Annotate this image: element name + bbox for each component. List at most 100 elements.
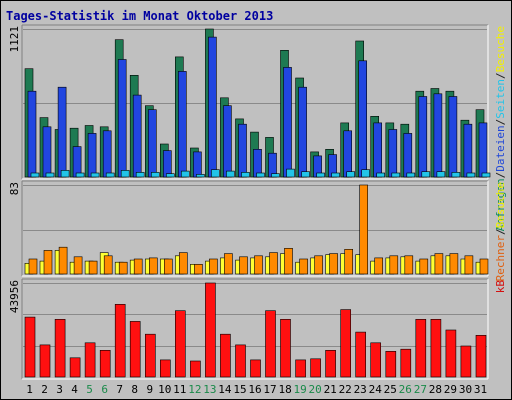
x-tick-day-14: 14 <box>218 383 232 396</box>
bar-rechner-day-12 <box>194 263 203 275</box>
legend-entry: / <box>494 172 507 179</box>
bar-dateien-day-8 <box>132 94 142 178</box>
bar-kb-day-10 <box>160 359 171 378</box>
x-tick-day-12: 12 <box>188 383 201 396</box>
bar-rechner-day-29 <box>449 253 459 275</box>
x-tick-day-4: 4 <box>71 383 78 396</box>
bar-rechner-day-19 <box>299 258 308 275</box>
bar-rechner-day-15 <box>239 256 248 275</box>
legend-entry: Rechner <box>494 235 507 282</box>
bar-dateien-day-4 <box>72 146 82 178</box>
bar-kb-day-25 <box>385 350 397 378</box>
bar-rechner-day-10 <box>164 258 173 275</box>
bar-rechner-day-28 <box>434 253 444 275</box>
bar-kb-day-9 <box>145 333 156 378</box>
bar-dateien-day-29 <box>448 96 458 178</box>
bar-dateien-day-13 <box>208 36 217 178</box>
x-tick-day-17: 17 <box>263 383 276 396</box>
bar-kb-day-13 <box>205 282 216 378</box>
x-tick-day-7: 7 <box>116 383 123 396</box>
bar-rechner-day-18 <box>284 248 293 275</box>
bar-kb-day-28 <box>430 318 442 378</box>
bar-dateien-day-6 <box>102 130 112 178</box>
bar-kb-day-1 <box>24 316 36 378</box>
bar-kb-day-29 <box>445 329 457 378</box>
bar-seiten-day-27 <box>421 171 431 178</box>
bar-seiten-day-21 <box>331 172 340 178</box>
bar-seiten-day-24 <box>376 172 386 178</box>
bar-kb-day-2 <box>39 344 51 378</box>
series-legend: Anfragen/Dateien/Seiten/Besuche <box>494 26 507 231</box>
bar-rechner-day-14 <box>224 253 233 275</box>
y-max-label: 83 <box>8 182 21 195</box>
bar-rechner-day-16 <box>254 255 263 275</box>
legend-entry: Besuche <box>494 26 507 72</box>
bar-kb-day-27 <box>415 318 427 378</box>
bar-seiten-day-3 <box>60 170 70 178</box>
bar-seiten-day-6 <box>105 172 115 178</box>
bar-rechner-day-20 <box>314 255 323 275</box>
bar-rechner-day-26 <box>404 255 414 275</box>
bar-rechner-day-9 <box>149 257 158 275</box>
series-legend: kB <box>494 280 507 294</box>
bar-kb-day-15 <box>235 344 246 378</box>
bar-seiten-day-11 <box>181 170 190 178</box>
x-tick-day-8: 8 <box>131 383 138 396</box>
legend-entry: kB <box>494 280 507 294</box>
bar-seiten-day-30 <box>466 172 476 178</box>
x-tick-day-18: 18 <box>278 383 291 396</box>
bar-dateien-day-30 <box>463 123 473 178</box>
bar-kb-day-8 <box>129 321 141 378</box>
bar-kb-day-3 <box>54 318 66 378</box>
x-tick-day-26: 26 <box>399 383 412 396</box>
panel-bottom: 43956 kB <box>8 278 507 380</box>
bar-seiten-day-22 <box>346 171 356 178</box>
bar-dateien-day-22 <box>343 130 353 178</box>
bar-seiten-day-8 <box>135 172 145 178</box>
bar-rechner-day-27 <box>419 258 429 275</box>
x-tick-day-6: 6 <box>101 383 108 396</box>
legend-entry: Seiten <box>494 79 507 119</box>
bar-rechner-day-1 <box>28 258 38 275</box>
x-tick-day-28: 28 <box>429 383 442 396</box>
x-tick-day-24: 24 <box>369 383 383 396</box>
bar-dateien-day-5 <box>87 133 97 178</box>
bar-kb-day-6 <box>99 349 111 378</box>
bar-seiten-day-25 <box>391 172 401 178</box>
bar-dateien-day-9 <box>148 109 157 178</box>
bar-kb-day-11 <box>175 310 186 378</box>
x-tick-day-21: 21 <box>324 383 337 396</box>
bar-dateien-day-1 <box>27 90 37 178</box>
bar-rechner-day-3 <box>58 246 68 275</box>
bar-rechner-day-30 <box>464 255 474 275</box>
bar-seiten-day-19 <box>301 171 310 178</box>
x-tick-day-27: 27 <box>414 383 427 396</box>
x-tick-day-25: 25 <box>384 383 397 396</box>
bar-rechner-day-25 <box>389 255 399 275</box>
legend-entry: / <box>494 228 507 235</box>
legend-entry: Anfragen <box>494 178 507 231</box>
bar-kb-day-12 <box>190 360 201 378</box>
bar-kb-day-14 <box>220 333 231 378</box>
bar-rechner-day-8 <box>133 258 143 275</box>
bar-rechner-day-13 <box>209 258 218 275</box>
bar-dateien-day-27 <box>418 96 428 178</box>
bar-kb-day-22 <box>340 309 352 378</box>
x-tick-day-5: 5 <box>86 383 93 396</box>
bar-seiten-day-29 <box>451 172 461 178</box>
bar-seiten-day-17 <box>271 173 280 178</box>
x-tick-day-11: 11 <box>173 383 186 396</box>
legend-entry: / <box>494 72 507 79</box>
x-tick-day-16: 16 <box>248 383 261 396</box>
bar-seiten-day-5 <box>90 172 100 178</box>
bar-kb-day-19 <box>295 359 306 378</box>
bar-rechner-day-24 <box>374 257 384 275</box>
bar-dateien-day-10 <box>163 150 172 178</box>
bar-dateien-day-14 <box>223 105 232 178</box>
bar-dateien-day-31 <box>478 122 488 178</box>
bar-rechner-day-21 <box>329 253 338 275</box>
bar-seiten-day-2 <box>45 172 55 178</box>
chart-panels: 1121Anfragen/Dateien/Seiten/Besuche83Rec… <box>8 24 507 380</box>
